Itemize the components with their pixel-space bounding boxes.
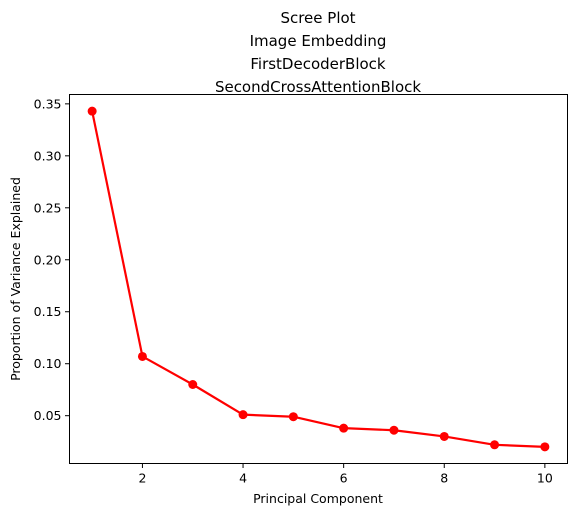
y-tick-label: 0.05: [34, 408, 62, 423]
x-tick-label: 8: [440, 471, 448, 486]
data-point: [339, 423, 349, 433]
chart-title: Scree Plot Image Embedding FirstDecoderB…: [215, 9, 421, 96]
data-point: [87, 106, 97, 116]
y-axis: 0.05 0.10 0.15 0.20 0.25 0.30 0.35: [34, 96, 70, 423]
data-point: [288, 412, 298, 422]
plot-frame: [69, 94, 568, 464]
data-point: [188, 380, 198, 390]
data-point: [540, 442, 550, 452]
x-axis: 2 4 6 8 10: [138, 463, 553, 486]
data-point: [389, 425, 399, 435]
y-axis-label: Proportion of Variance Explained: [8, 177, 23, 381]
data-point: [238, 410, 248, 420]
y-tick-label: 0.35: [34, 96, 62, 111]
x-tick-label: 4: [239, 471, 247, 486]
data-point: [490, 440, 500, 450]
y-tick-label: 0.15: [34, 304, 62, 319]
x-tick-label: 10: [537, 471, 553, 486]
y-tick-label: 0.10: [34, 356, 62, 371]
x-tick-label: 6: [340, 471, 348, 486]
y-tick-label: 0.30: [34, 148, 62, 163]
chart-title-line-2: Image Embedding: [250, 32, 387, 50]
y-tick-label: 0.25: [34, 200, 62, 215]
x-axis-label: Principal Component: [253, 491, 383, 506]
x-tick-label: 2: [138, 471, 146, 486]
chart-title-line-3: FirstDecoderBlock: [250, 55, 386, 73]
data-point: [439, 431, 449, 441]
series-line: [91, 110, 546, 448]
chart-title-line-1: Scree Plot: [280, 9, 355, 27]
chart-title-line-4: SecondCrossAttentionBlock: [215, 78, 421, 96]
plot-area: [87, 106, 550, 452]
data-point: [137, 351, 147, 361]
y-tick-label: 0.20: [34, 252, 62, 267]
